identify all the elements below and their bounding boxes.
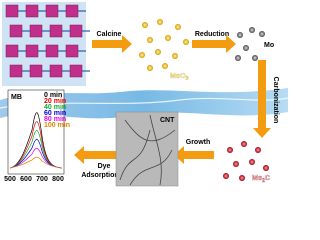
mo2c-particle [255, 147, 261, 153]
mo-particle [237, 32, 243, 38]
step-label: Reduction [195, 31, 229, 38]
legend-entry: 80 min [44, 116, 66, 123]
mo2c-particle [241, 141, 247, 147]
x-tick-label: 500 [4, 176, 16, 183]
cnt-image: CNT [115, 111, 179, 187]
x-tick-label: 800 [52, 176, 64, 183]
spectrum-curve [9, 130, 63, 169]
cnt-label: CNT [160, 117, 175, 124]
legend-entry: 0 min [44, 92, 62, 99]
mof-cluster [29, 64, 43, 78]
legend-entry: 60 min [44, 110, 66, 117]
step-label: Adsorption [81, 172, 118, 179]
spectrum-curve [9, 112, 63, 169]
mof-cluster [25, 44, 39, 58]
mof-cluster [5, 44, 19, 58]
spectrum-curve [9, 156, 63, 169]
mo-particle [259, 31, 265, 37]
product-sub: 3 [186, 76, 189, 82]
spectrum-curve [9, 147, 63, 169]
particles [139, 19, 269, 181]
inset-title: MB [11, 94, 22, 101]
product-text: C [265, 175, 270, 182]
product-sub: 2 [262, 178, 265, 184]
step-label: Dye [98, 163, 111, 170]
legend-entry: 40 min [44, 104, 66, 111]
arrows [74, 35, 271, 164]
mof-cluster [65, 4, 79, 18]
moo3-particle [165, 35, 171, 41]
mof-cluster [69, 64, 83, 78]
moo3-particle [139, 52, 145, 58]
mo2c-particle [227, 147, 233, 153]
legend-entry: 100 min [44, 122, 70, 129]
mof-cluster [45, 4, 59, 18]
product-text: MoO [170, 73, 186, 80]
step-label: Growth [186, 139, 211, 146]
moo3-particle [172, 53, 178, 59]
step-label: Calcine [97, 31, 122, 38]
mo-particle [243, 45, 249, 51]
mof-cluster [29, 24, 43, 38]
mo2c-particle [249, 159, 255, 165]
mo2c-particle [239, 175, 245, 181]
mof-cluster [45, 44, 59, 58]
mof-cluster [49, 24, 63, 38]
product-label: Mo2C [252, 175, 270, 184]
mof-cluster [25, 4, 39, 18]
moo3-particle [162, 63, 168, 69]
mo-particle [252, 55, 258, 61]
product-text: Mo [252, 175, 262, 182]
mof-cluster [49, 64, 63, 78]
moo3-particle [142, 22, 148, 28]
mof-crystal [2, 2, 90, 86]
moo3-particle [147, 65, 153, 71]
mof-cluster [5, 4, 19, 18]
x-tick-label: 700 [36, 176, 48, 183]
mo2c-particle [263, 165, 269, 171]
moo3-particle [155, 49, 161, 55]
legend-entry: 20 min [44, 98, 66, 105]
moo3-particle [147, 37, 153, 43]
mof-cluster [65, 44, 79, 58]
mo2c-particle [233, 161, 239, 167]
moo3-particle [157, 19, 163, 25]
mo-particle [235, 55, 241, 61]
x-tick-label: 600 [20, 176, 32, 183]
product-label: Mo [264, 42, 274, 49]
mof-cluster [9, 64, 23, 78]
moo3-particle [183, 39, 189, 45]
mof-cluster [9, 24, 23, 38]
moo3-particle [175, 24, 181, 30]
mo2c-particle [223, 173, 229, 179]
diagram: Calcine Reduction Carbonization Growth D… [0, 2, 288, 187]
mof-cluster [69, 24, 83, 38]
mo-particle [249, 27, 255, 33]
step-label: Carbonization [272, 77, 279, 124]
product-label: MoO3 [170, 73, 189, 82]
spectrum-curve [9, 121, 63, 169]
spectrum-curve [9, 139, 63, 169]
